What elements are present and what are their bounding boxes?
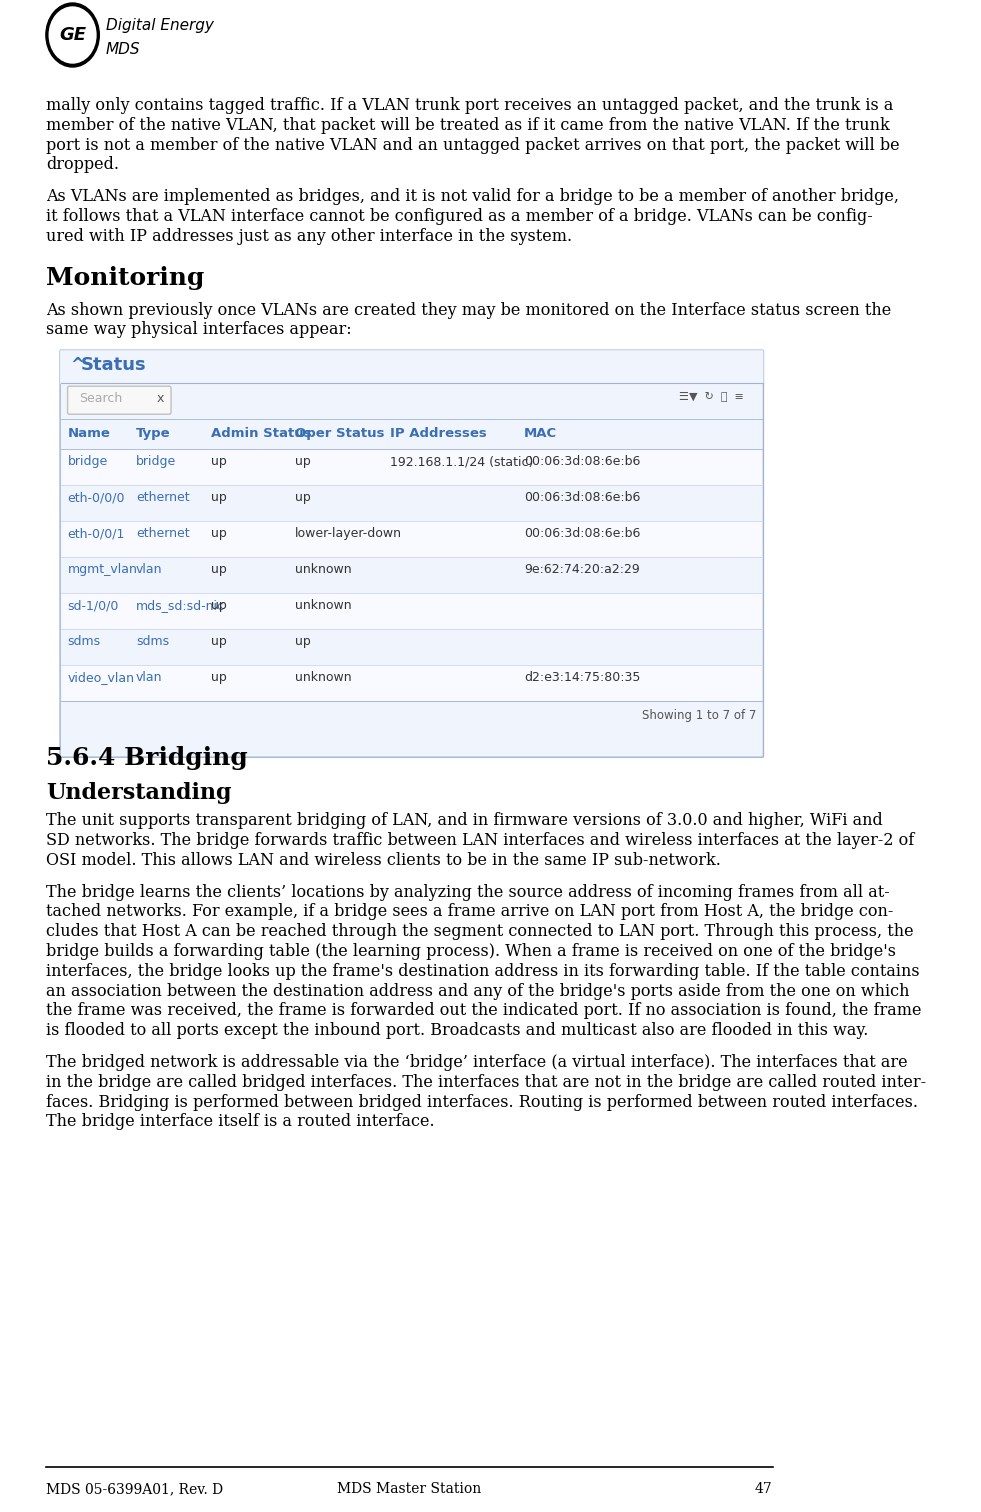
Text: ethernet: ethernet [136, 491, 189, 503]
Text: bridge builds a forwarding table (the learning process). When a frame is receive: bridge builds a forwarding table (the le… [46, 943, 896, 960]
Text: IP Addresses: IP Addresses [390, 428, 488, 440]
Text: mgmt_vlan: mgmt_vlan [68, 562, 137, 576]
FancyBboxPatch shape [62, 449, 762, 485]
Text: Monitoring: Monitoring [46, 266, 204, 290]
Text: The bridge learns the clients’ locations by analyzing the source address of inco: The bridge learns the clients’ locations… [46, 883, 890, 901]
Text: in the bridge are called bridged interfaces. The interfaces that are not in the : in the bridge are called bridged interfa… [46, 1074, 926, 1090]
FancyBboxPatch shape [60, 351, 763, 758]
Text: port is not a member of the native VLAN and an untagged packet arrives on that p: port is not a member of the native VLAN … [46, 136, 900, 154]
Text: unknown: unknown [294, 599, 351, 612]
Text: 00:06:3d:08:6e:b6: 00:06:3d:08:6e:b6 [524, 528, 641, 540]
Text: vlan: vlan [136, 671, 163, 685]
Text: MAC: MAC [524, 428, 557, 440]
Text: mally only contains tagged traffic. If a VLAN trunk port receives an untagged pa: mally only contains tagged traffic. If a… [46, 97, 894, 113]
Text: 00:06:3d:08:6e:b6: 00:06:3d:08:6e:b6 [524, 491, 641, 503]
Text: MDS 05-6399A01, Rev. D: MDS 05-6399A01, Rev. D [46, 1482, 223, 1495]
FancyBboxPatch shape [60, 351, 763, 384]
Text: x: x [157, 392, 164, 405]
Text: The bridged network is addressable via the ‘bridge’ interface (a virtual interfa: The bridged network is addressable via t… [46, 1054, 907, 1070]
Text: mds_sd:sd-nic: mds_sd:sd-nic [136, 599, 225, 612]
Text: lower-layer-down: lower-layer-down [294, 528, 401, 540]
Text: video_vlan: video_vlan [68, 671, 134, 685]
Text: faces. Bridging is performed between bridged interfaces. Routing is performed be: faces. Bridging is performed between bri… [46, 1093, 918, 1111]
Text: 192.168.1.1/24 (static): 192.168.1.1/24 (static) [390, 455, 534, 469]
Text: 00:06:3d:08:6e:b6: 00:06:3d:08:6e:b6 [524, 455, 641, 469]
Text: dropped.: dropped. [46, 156, 119, 174]
Text: ^: ^ [71, 357, 90, 373]
FancyBboxPatch shape [62, 665, 762, 702]
Text: up: up [211, 671, 227, 685]
Text: vlan: vlan [136, 562, 163, 576]
Text: eth-0/0/1: eth-0/0/1 [68, 528, 125, 540]
Text: eth-0/0/0: eth-0/0/0 [68, 491, 126, 503]
Text: Oper Status: Oper Status [294, 428, 384, 440]
Text: up: up [294, 455, 310, 469]
Text: d2:e3:14:75:80:35: d2:e3:14:75:80:35 [524, 671, 641, 685]
Text: Type: Type [136, 428, 171, 440]
Text: up: up [211, 599, 227, 612]
Circle shape [46, 3, 99, 67]
Text: As VLANs are implemented as bridges, and it is not valid for a bridge to be a me: As VLANs are implemented as bridges, and… [46, 187, 899, 206]
Text: MDS: MDS [106, 42, 140, 57]
Text: sdms: sdms [136, 635, 169, 649]
Text: bridge: bridge [68, 455, 108, 469]
Text: OSI model. This allows LAN and wireless clients to be in the same IP sub-network: OSI model. This allows LAN and wireless … [46, 851, 721, 869]
Text: up: up [211, 528, 227, 540]
FancyBboxPatch shape [62, 522, 762, 558]
Text: SD networks. The bridge forwards traffic between LAN interfaces and wireless int: SD networks. The bridge forwards traffic… [46, 832, 914, 850]
Text: Search: Search [79, 392, 123, 405]
Text: 47: 47 [755, 1482, 773, 1495]
Text: the frame was received, the frame is forwarded out the indicated port. If no ass: the frame was received, the frame is for… [46, 1002, 921, 1019]
Text: interfaces, the bridge looks up the frame's destination address in its forwardin: interfaces, the bridge looks up the fram… [46, 963, 919, 980]
Text: ☰▼  ↻  ⌕  ≡: ☰▼ ↻ ⌕ ≡ [679, 392, 744, 402]
Text: ured with IP addresses just as any other interface in the system.: ured with IP addresses just as any other… [46, 228, 572, 245]
Text: sdms: sdms [68, 635, 101, 649]
Text: Showing 1 to 7 of 7: Showing 1 to 7 of 7 [642, 709, 756, 723]
Text: up: up [294, 635, 310, 649]
FancyBboxPatch shape [62, 593, 762, 629]
Text: up: up [211, 635, 227, 649]
Text: unknown: unknown [294, 562, 351, 576]
FancyBboxPatch shape [68, 386, 171, 414]
Text: cludes that Host A can be reached through the segment connected to LAN port. Thr: cludes that Host A can be reached throug… [46, 924, 913, 940]
Text: Digital Energy: Digital Energy [106, 18, 214, 33]
Circle shape [49, 8, 96, 64]
Text: up: up [294, 491, 310, 503]
Text: MDS Master Station: MDS Master Station [337, 1482, 482, 1495]
Text: up: up [211, 562, 227, 576]
Text: 9e:62:74:20:a2:29: 9e:62:74:20:a2:29 [524, 562, 640, 576]
Text: same way physical interfaces appear:: same way physical interfaces appear: [46, 322, 351, 339]
Text: Understanding: Understanding [46, 782, 232, 804]
Text: As shown previously once VLANs are created they may be monitored on the Interfac: As shown previously once VLANs are creat… [46, 301, 891, 319]
Text: Admin Status: Admin Status [211, 428, 312, 440]
Text: The unit supports transparent bridging of LAN, and in firmware versions of 3.0.0: The unit supports transparent bridging o… [46, 812, 883, 829]
Text: bridge: bridge [136, 455, 177, 469]
Text: up: up [211, 455, 227, 469]
Text: Status: Status [81, 357, 146, 373]
Text: up: up [211, 491, 227, 503]
Text: tached networks. For example, if a bridge sees a frame arrive on LAN port from H: tached networks. For example, if a bridg… [46, 903, 894, 921]
Text: member of the native VLAN, that packet will be treated as if it came from the na: member of the native VLAN, that packet w… [46, 116, 890, 133]
Text: it follows that a VLAN interface cannot be configured as a member of a bridge. V: it follows that a VLAN interface cannot … [46, 209, 873, 225]
Text: Name: Name [68, 428, 111, 440]
Text: 5.6.4 Bridging: 5.6.4 Bridging [46, 747, 247, 770]
Text: sd-1/0/0: sd-1/0/0 [68, 599, 119, 612]
Text: The bridge interface itself is a routed interface.: The bridge interface itself is a routed … [46, 1113, 435, 1131]
Text: an association between the destination address and any of the bridge's ports asi: an association between the destination a… [46, 983, 909, 999]
Text: is flooded to all ports except the inbound port. Broadcasts and multicast also a: is flooded to all ports except the inbou… [46, 1022, 868, 1039]
Text: GE: GE [59, 26, 86, 44]
Text: ethernet: ethernet [136, 528, 189, 540]
Text: unknown: unknown [294, 671, 351, 685]
